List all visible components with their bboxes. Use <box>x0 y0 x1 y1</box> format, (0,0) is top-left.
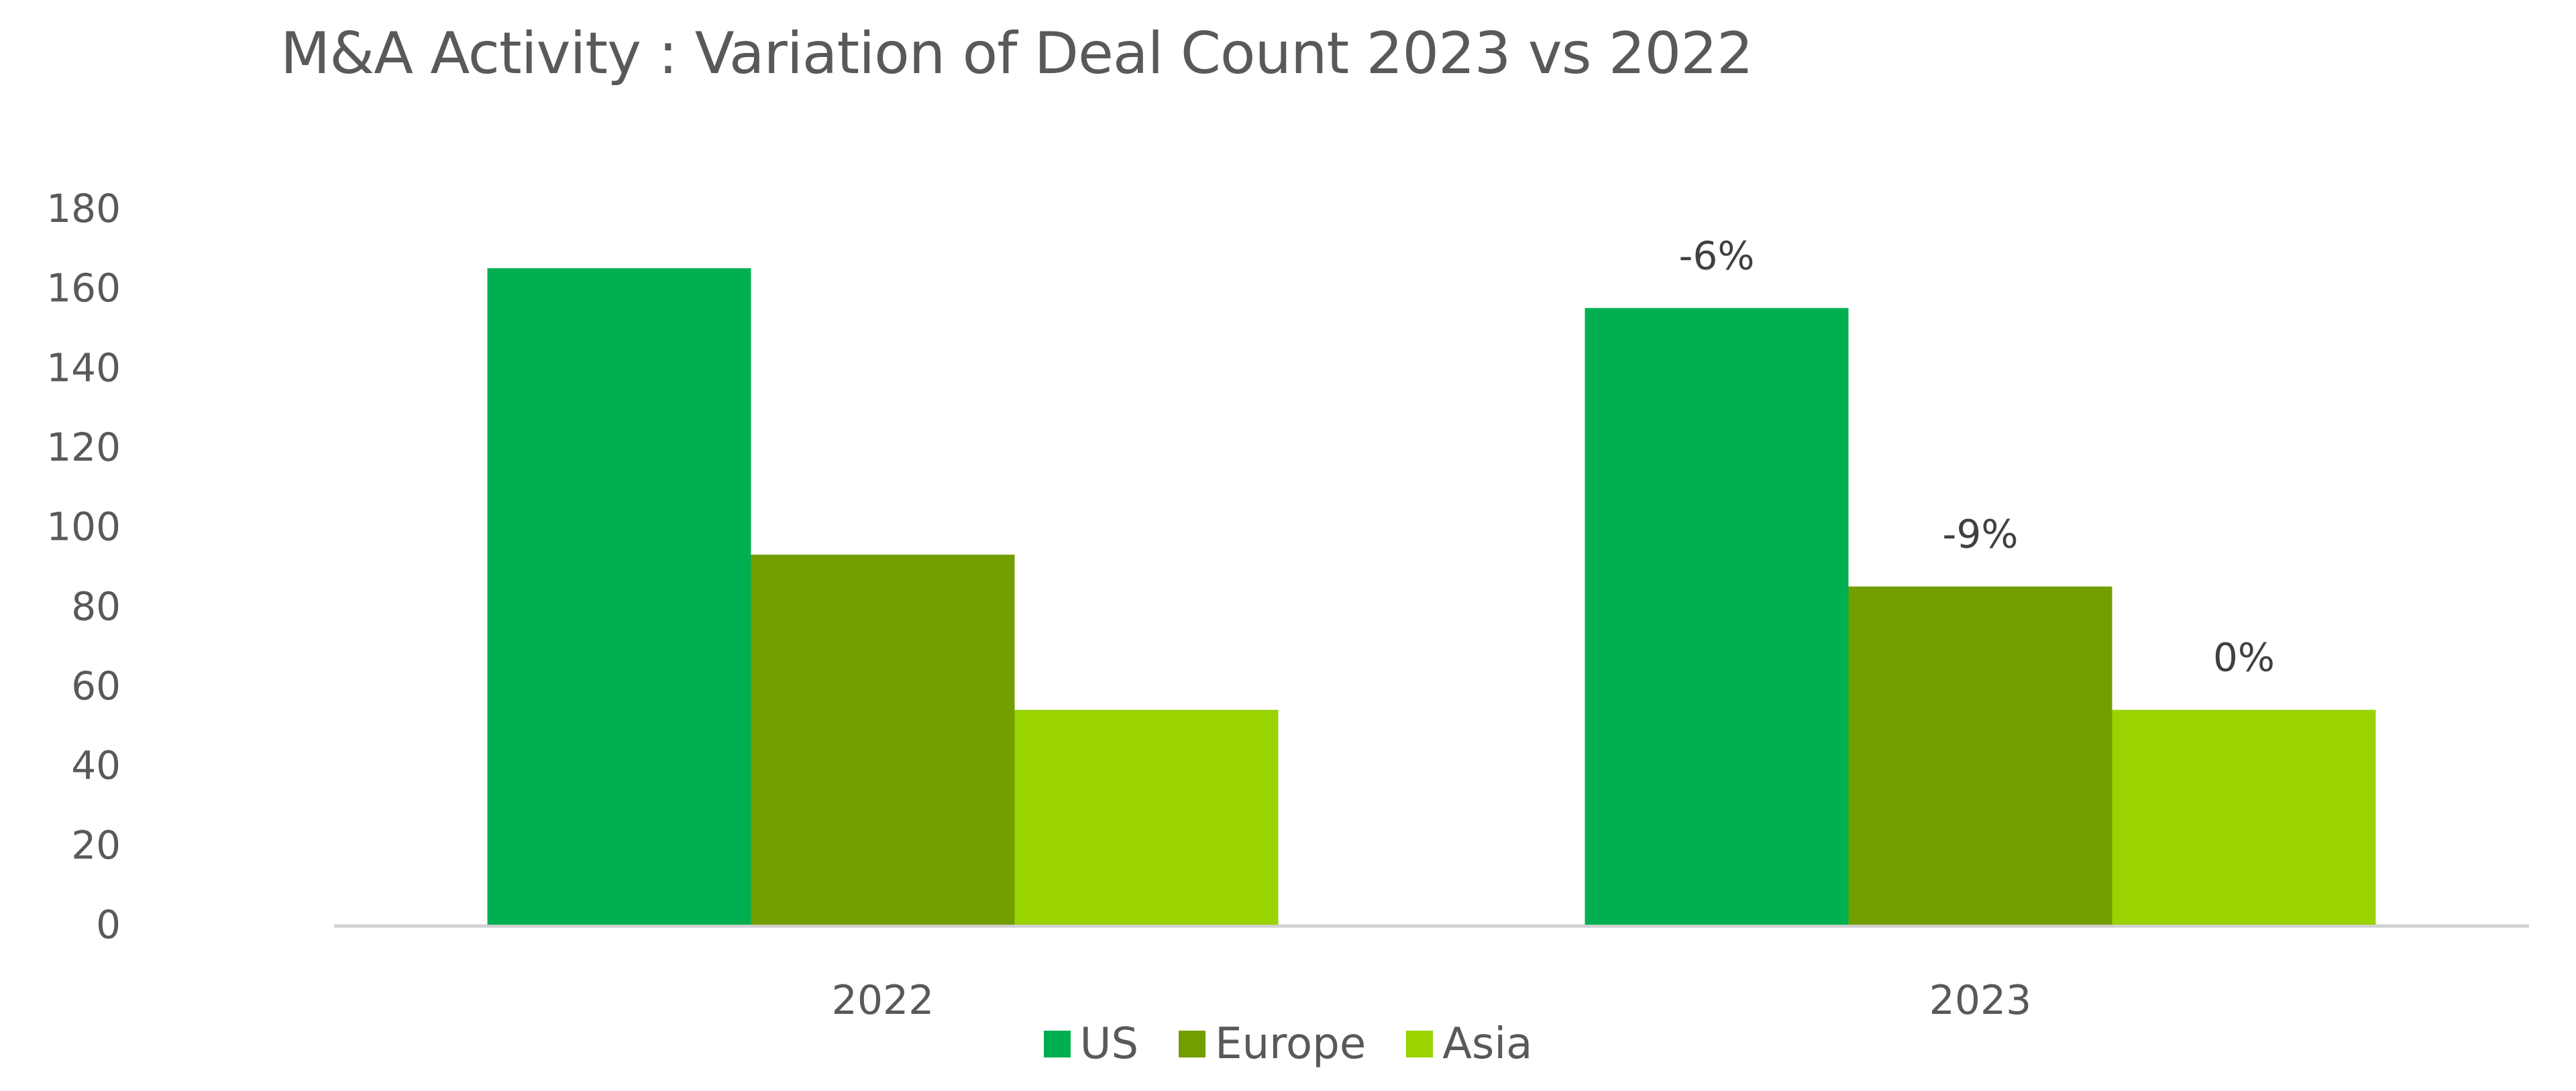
x-category-label: 2022 <box>832 977 934 1024</box>
bar-us-2023 <box>1585 308 1849 925</box>
y-tick-label: 40 <box>71 743 121 789</box>
data-label-us-2023: -6% <box>1679 233 1755 278</box>
y-tick-label: 180 <box>46 186 121 231</box>
data-labels: -6% -9% 0% <box>1679 233 2275 680</box>
y-tick-label: 120 <box>46 424 121 470</box>
legend-label: Asia <box>1442 1019 1533 1069</box>
y-tick-label: 140 <box>46 345 121 390</box>
y-tick-label: 60 <box>71 663 121 709</box>
y-tick-label: 160 <box>46 266 121 311</box>
legend-swatch <box>1406 1031 1434 1057</box>
legend-label: US <box>1079 1019 1139 1069</box>
bar-europe-2022 <box>751 555 1015 925</box>
bar-asia-2023 <box>2112 709 2376 925</box>
y-tick-label: 80 <box>71 583 121 629</box>
legend: US Europe Asia <box>0 1019 2576 1069</box>
y-tick-label: 100 <box>46 504 121 550</box>
legend-item-asia: Asia <box>1406 1019 1532 1069</box>
legend-swatch <box>1179 1031 1206 1057</box>
legend-item-europe: Europe <box>1179 1019 1366 1069</box>
bar-asia-2022 <box>1014 709 1279 925</box>
data-label-asia-2023: 0% <box>2213 635 2275 681</box>
y-axis-ticks: 0 20 40 60 80 100 120 140 160 180 <box>46 186 121 948</box>
y-tick-label: 20 <box>71 822 121 868</box>
category-labels: 2022 2023 <box>832 977 2032 1024</box>
x-category-label: 2023 <box>1929 977 2032 1024</box>
legend-swatch <box>1043 1031 1071 1057</box>
data-label-europe-2023: -9% <box>1943 512 2019 557</box>
chart-title: M&A Activity : Variation of Deal Count 2… <box>280 20 1754 87</box>
bar-europe-2023 <box>1848 586 2112 925</box>
legend-item-us: US <box>1043 1019 1139 1069</box>
bars <box>487 268 2376 925</box>
legend-label: Europe <box>1215 1019 1366 1069</box>
y-tick-label: 0 <box>96 902 121 948</box>
bar-us-2022 <box>487 268 751 925</box>
